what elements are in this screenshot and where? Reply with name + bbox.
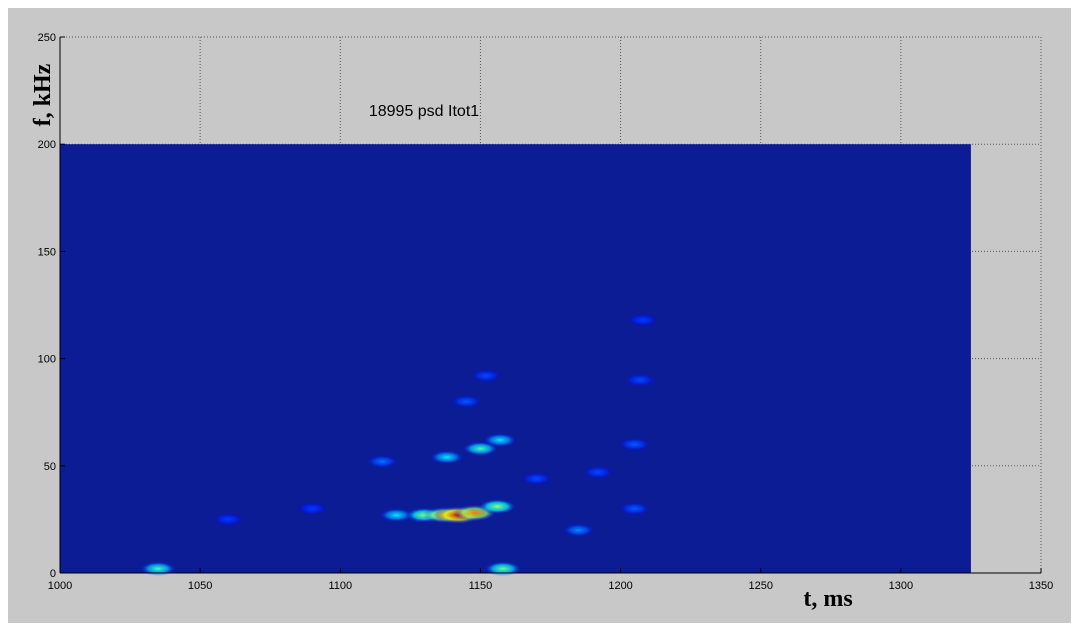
spectral-peak [140,561,177,576]
spectral-peak [297,502,328,515]
x-tick-label: 1300 [889,580,913,592]
spectral-peak [628,313,658,327]
y-tick-label: 150 [38,246,56,258]
y-tick-label: 50 [44,461,56,473]
spectral-peak [379,508,414,523]
spectral-peak [366,455,398,468]
spectral-peak [625,373,656,387]
chart-title: 18995 psd Itot1 [369,103,479,120]
spectral-peak [484,561,522,577]
spectral-peak [478,499,517,515]
y-tick-label: 250 [38,32,56,44]
x-tick-label: 1000 [48,580,72,592]
spectral-peak [562,523,595,537]
y-tick-label: 0 [50,568,56,580]
x-tick-label: 1050 [188,580,212,592]
y-axis-label: f, kHz [30,63,56,126]
x-axis-label: t, ms [803,586,852,612]
x-tick-label: 1200 [608,580,632,592]
y-tick-label: 100 [38,354,56,366]
x-tick-label: 1250 [748,580,772,592]
spectral-peak [619,502,650,516]
plot-area: 1000 1050 1100 1150 1200 1250 1300 1350 0 50 100 15… [38,32,1054,592]
spectral-peak [451,395,482,408]
spectral-peak [583,465,614,479]
y-tick-label: 200 [38,139,56,151]
x-tick-label: 1150 [469,580,493,592]
spectral-peak [471,369,502,383]
spectral-peak [521,472,552,485]
spectral-peak [213,513,243,526]
x-tick-label: 1100 [328,580,352,592]
spectral-peak [429,450,464,465]
spectral-peak [619,438,650,451]
spectral-peak [483,433,518,447]
spectrogram-background [60,144,971,573]
x-tick-label: 1350 [1029,580,1053,592]
